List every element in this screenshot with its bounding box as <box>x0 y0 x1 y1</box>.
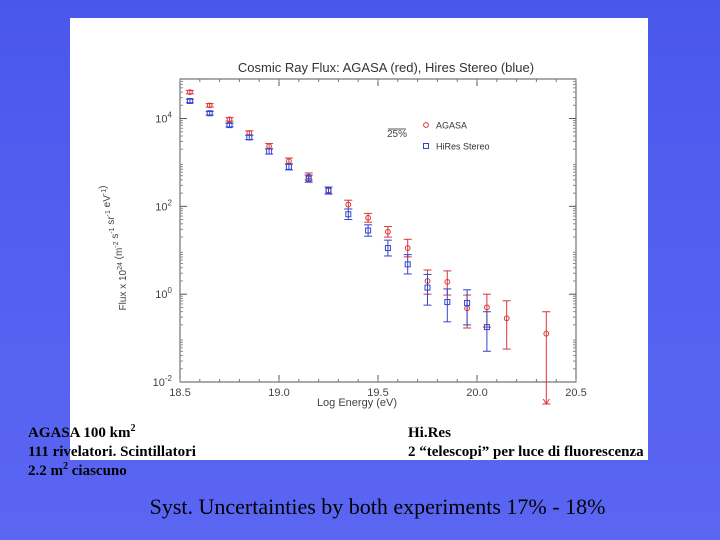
x-tick-label: 20.5 <box>565 387 586 399</box>
footer-systematic-uncertainties: Syst. Uncertainties by both experiments … <box>149 494 606 519</box>
caption-hires-line2: 2 “telescopi” per luce di fluorescenza <box>408 444 644 460</box>
x-tick-label: 19.5 <box>367 387 388 399</box>
caption-hires-line1: Hi.Res <box>408 425 451 441</box>
data-point <box>384 245 391 252</box>
plot-panel: Cosmic Ray Flux: AGASA (red), Hires Ster… <box>70 18 648 460</box>
series-hires-stereo <box>185 97 491 352</box>
data-point <box>226 116 233 123</box>
legend-label: AGASA <box>436 121 467 131</box>
caption-agasa: AGASA 100 km2 111 rivelatori. Scintillat… <box>28 424 196 481</box>
data-point <box>444 299 451 306</box>
data-point <box>365 214 372 221</box>
data-point <box>206 110 213 117</box>
caption-agasa-line2: 111 rivelatori. Scintillatori <box>28 444 196 460</box>
y-tick-label: 104 <box>155 111 172 126</box>
flux-chart: Cosmic Ray Flux: AGASA (red), Hires Ster… <box>98 60 587 409</box>
data-point <box>186 97 193 104</box>
data-point <box>365 227 372 234</box>
data-point <box>444 278 451 285</box>
legend-marker <box>423 122 429 128</box>
data-point <box>484 304 490 311</box>
y-tick-label: 10-2 <box>153 374 173 389</box>
upper-limit-arrow <box>542 398 550 405</box>
annotation-25-percent: 25% <box>387 129 407 140</box>
data-point <box>404 261 411 268</box>
legend-label: HiRes Stereo <box>436 142 490 152</box>
caption-agasa-line1: AGASA 100 km2 <box>28 423 136 442</box>
data-point <box>543 330 550 337</box>
data-point <box>305 175 312 182</box>
data-point <box>325 187 332 194</box>
data-point <box>503 315 510 322</box>
caption-hires: Hi.Res 2 “telescopi” per luce di fluores… <box>408 424 644 462</box>
caption-agasa-line3: 2.2 m2 ciascuno <box>28 461 127 480</box>
data-point <box>246 134 253 141</box>
legend: AGASA HiRes Stereo <box>388 121 490 152</box>
plot-frame <box>179 78 577 383</box>
data-point <box>404 245 411 251</box>
data-point <box>464 299 471 306</box>
x-axis-label: Log Energy (eV) <box>317 397 397 409</box>
legend-marker <box>423 143 429 149</box>
data-point <box>345 201 352 208</box>
data-point <box>483 324 490 331</box>
x-tick-label: 19.0 <box>268 387 289 399</box>
x-tick-label: 18.5 <box>169 387 190 399</box>
chart-title: Cosmic Ray Flux: AGASA (red), Hires Ster… <box>238 60 534 75</box>
y-tick-label: 100 <box>155 286 172 301</box>
data-point <box>226 122 233 129</box>
data-point <box>285 163 292 170</box>
series-agasa <box>185 89 551 405</box>
x-tick-label: 20.0 <box>466 387 487 399</box>
data-point <box>385 228 391 235</box>
y-tick-label: 102 <box>155 198 172 213</box>
axes: 18.5 19.0 19.5 20.0 20.5 10-2 100 102 104 <box>153 78 587 399</box>
y-axis-label: Flux x 1024 (m-2 s-1 sr-1 eV-1) <box>98 185 129 310</box>
data-point <box>424 284 431 291</box>
data-point <box>266 148 273 155</box>
data-point <box>187 89 193 96</box>
data-marks <box>185 89 551 405</box>
data-point <box>345 211 352 218</box>
data-point <box>206 102 213 109</box>
